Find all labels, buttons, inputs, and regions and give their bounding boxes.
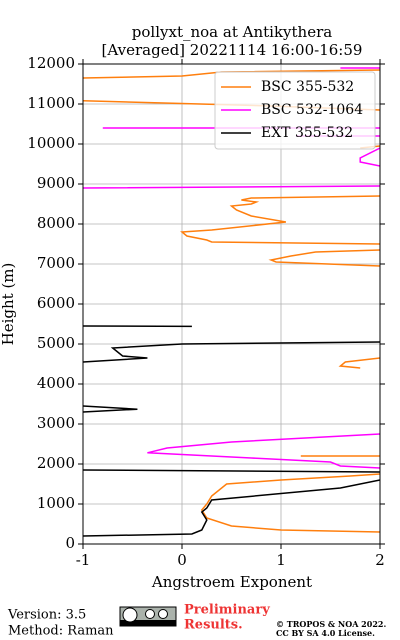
chart-title: pollyxt_noa at Antikythera bbox=[132, 23, 332, 41]
method: Method: Raman bbox=[8, 624, 114, 639]
y-tick-label: 4000 bbox=[37, 374, 75, 392]
copyright: © TROPOS & NOA 2022. bbox=[276, 619, 386, 629]
legend-label: BSC 532-1064 bbox=[261, 102, 363, 118]
chart-title: [Averaged] 20221114 16:00-16:59 bbox=[102, 41, 363, 59]
y-tick-label: 3000 bbox=[37, 414, 75, 432]
results: Results. bbox=[184, 618, 243, 633]
version: Version: 3.5 bbox=[7, 608, 86, 623]
y-tick-label: 9000 bbox=[37, 174, 75, 192]
license: CC BY SA 4.0 License. bbox=[276, 628, 375, 638]
legend-label: EXT 355-532 bbox=[261, 125, 353, 141]
x-tick-label: 2 bbox=[375, 551, 385, 569]
preliminary: Preliminary bbox=[184, 603, 270, 618]
x-tick-label: 1 bbox=[276, 551, 286, 569]
y-tick-label: 2000 bbox=[37, 454, 75, 472]
cc-badge bbox=[119, 606, 177, 627]
x-tick-label: -1 bbox=[76, 551, 91, 569]
y-tick-label: 5000 bbox=[37, 334, 75, 352]
y-axis-label: Height (m) bbox=[0, 263, 17, 346]
x-axis-label: Angstroem Exponent bbox=[151, 573, 312, 591]
legend: BSC 355-532 BSC 532-1064 EXT 355-532 bbox=[214, 71, 376, 150]
x-tick-label: 0 bbox=[177, 551, 187, 569]
y-tick-label: 6000 bbox=[37, 294, 75, 312]
y-tick-label: 0 bbox=[65, 534, 75, 552]
y-tick-label: 12000 bbox=[27, 54, 75, 72]
series-line bbox=[83, 325, 380, 537]
y-tick-label: 8000 bbox=[37, 214, 75, 232]
y-tick-label: 11000 bbox=[27, 94, 75, 112]
y-tick-label: 10000 bbox=[27, 134, 75, 152]
legend-label: BSC 355-532 bbox=[261, 79, 354, 95]
y-tick-label: 7000 bbox=[37, 254, 75, 272]
y-tick-label: 1000 bbox=[37, 494, 75, 512]
legend-box bbox=[214, 71, 376, 150]
